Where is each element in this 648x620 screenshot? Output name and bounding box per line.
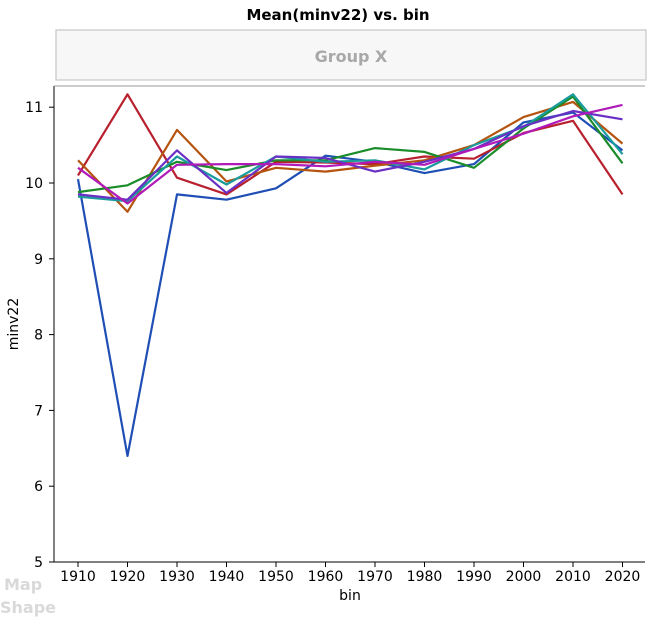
x-tick-label: 1950 [258,569,294,585]
x-axis-title: bin [339,588,361,604]
x-tick-label: 2000 [506,569,542,585]
x-axis-ticks: 1910 1920 1930 1940 1950 1960 1970 1980 1990 2000… [60,562,640,585]
x-tick-label: 1910 [60,569,96,585]
map-shape-label-shape[interactable]: Shape [0,598,56,617]
x-tick-label: 1940 [209,569,245,585]
y-axis-ticks: 5 6 7 8 9 10 11 [25,100,54,571]
y-axis-title: minv22 [6,298,22,351]
y-tick-label: 9 [34,252,43,268]
series-line-5[interactable] [77,93,624,203]
series-line-6[interactable] [77,109,623,201]
plot-frame [53,85,645,563]
y-tick-label: 10 [25,176,43,192]
x-tick-label: 1980 [407,569,443,585]
y-tick-label: 5 [34,555,43,571]
y-tick-label: 7 [34,403,43,419]
y-tick-label: 11 [25,100,43,116]
map-shape-label-map[interactable]: Map [4,575,42,594]
group-x-drop-zone[interactable] [55,29,647,81]
group-x-label: Group X [315,47,388,66]
x-tick-label: 1960 [308,569,344,585]
series-line-3[interactable] [77,100,624,213]
y-tick-label: 8 [34,328,43,344]
series-layer [76,93,624,457]
series-line-7[interactable] [77,103,623,205]
x-tick-label: 2010 [555,569,591,585]
x-tick-label: 1930 [159,569,195,585]
x-tick-label: 1920 [110,569,146,585]
x-tick-label: 1970 [357,569,393,585]
x-tick-label: 1990 [456,569,492,585]
x-tick-label: 2020 [605,569,641,585]
chart-title: Mean(minv22) vs. bin [246,6,429,24]
y-tick-label: 6 [34,479,43,495]
